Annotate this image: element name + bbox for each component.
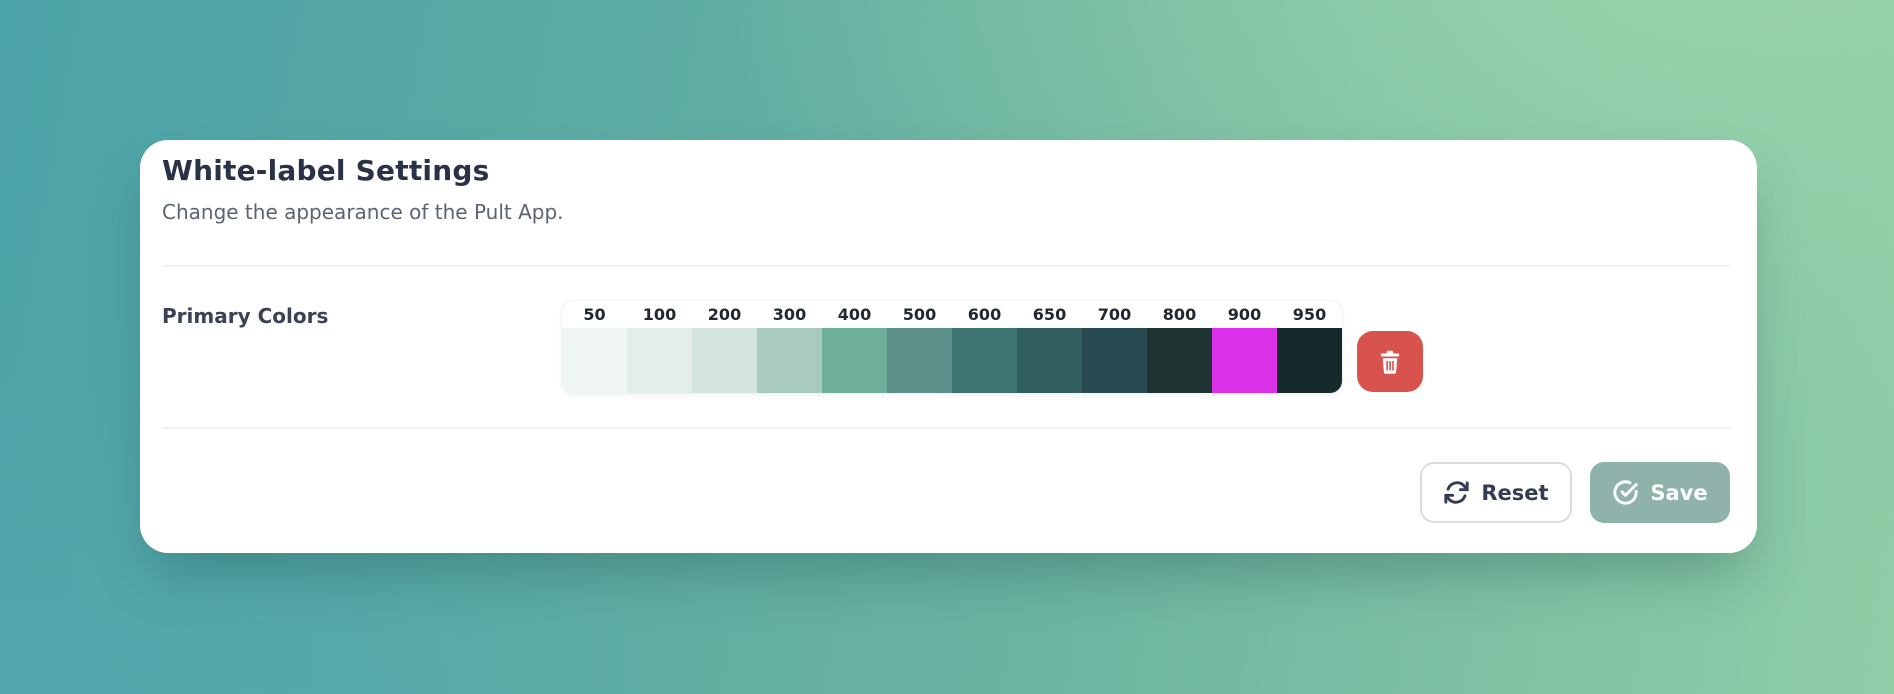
refresh-icon: [1443, 479, 1470, 506]
swatch-shade-label: 50: [562, 301, 627, 328]
swatch-color-chip: [627, 328, 692, 393]
swatch-800[interactable]: 800: [1147, 301, 1212, 393]
reset-button-label: Reset: [1481, 480, 1549, 505]
white-label-settings-card: White-label Settings Change the appearan…: [140, 140, 1757, 553]
trash-icon: [1375, 347, 1405, 377]
reset-button[interactable]: Reset: [1420, 462, 1572, 523]
swatch-color-chip: [757, 328, 822, 393]
swatch-color-chip: [1212, 328, 1277, 393]
swatch-500[interactable]: 500: [887, 301, 952, 393]
swatch-color-chip: [1277, 328, 1342, 393]
swatch-color-chip: [822, 328, 887, 393]
swatch-200[interactable]: 200: [692, 301, 757, 393]
swatch-color-chip: [1017, 328, 1082, 393]
primary-color-palette: 50 100 200 300 400 500 600 650 700 800 900 950: [562, 301, 1342, 393]
swatch-shade-label: 500: [887, 301, 952, 328]
swatch-shade-label: 200: [692, 301, 757, 328]
swatch-300[interactable]: 300: [757, 301, 822, 393]
page-title: White-label Settings: [162, 154, 490, 187]
divider-top: [162, 265, 1730, 267]
delete-palette-button[interactable]: [1357, 331, 1423, 392]
swatch-650[interactable]: 650: [1017, 301, 1082, 393]
swatch-shade-label: 650: [1017, 301, 1082, 328]
swatch-shade-label: 100: [627, 301, 692, 328]
swatch-shade-label: 400: [822, 301, 887, 328]
swatch-950[interactable]: 950: [1277, 301, 1342, 393]
swatch-600[interactable]: 600: [952, 301, 1017, 393]
swatch-color-chip: [1147, 328, 1212, 393]
swatch-700[interactable]: 700: [1082, 301, 1147, 393]
swatch-color-chip: [562, 328, 627, 393]
swatch-color-chip: [692, 328, 757, 393]
save-button-label: Save: [1650, 480, 1708, 505]
divider-bottom: [162, 427, 1730, 429]
swatch-color-chip: [1082, 328, 1147, 393]
swatch-900[interactable]: 900: [1212, 301, 1277, 393]
swatch-color-chip: [952, 328, 1017, 393]
primary-colors-label: Primary Colors: [162, 304, 329, 328]
swatch-shade-label: 300: [757, 301, 822, 328]
swatch-50[interactable]: 50: [562, 301, 627, 393]
swatch-100[interactable]: 100: [627, 301, 692, 393]
swatch-shade-label: 950: [1277, 301, 1342, 328]
swatch-400[interactable]: 400: [822, 301, 887, 393]
swatch-shade-label: 600: [952, 301, 1017, 328]
page-subtitle: Change the appearance of the Pult App.: [162, 200, 564, 224]
swatch-shade-label: 900: [1212, 301, 1277, 328]
swatch-shade-label: 800: [1147, 301, 1212, 328]
swatch-shade-label: 700: [1082, 301, 1147, 328]
swatch-color-chip: [887, 328, 952, 393]
check-circle-icon: [1612, 479, 1639, 506]
save-button[interactable]: Save: [1590, 462, 1730, 523]
